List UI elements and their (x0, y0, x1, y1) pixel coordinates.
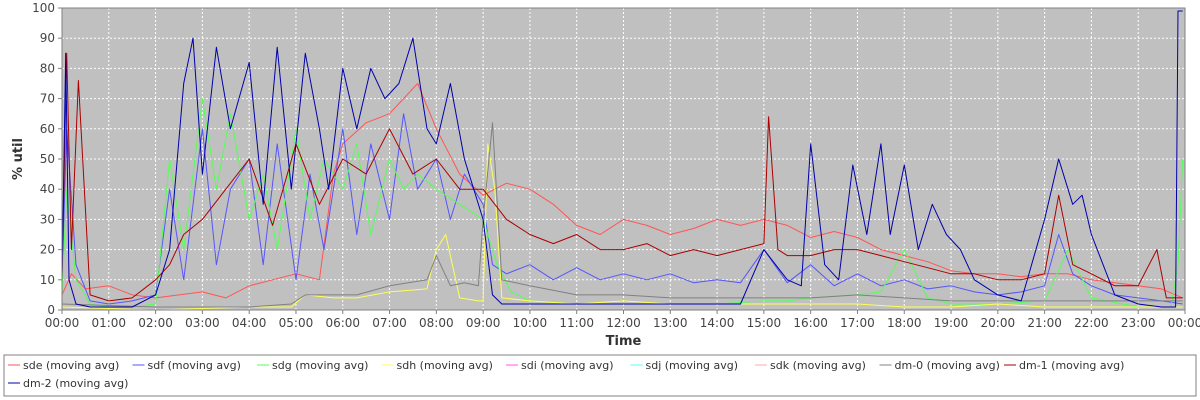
legend-label: dm-0 (moving avg) (895, 359, 1000, 372)
x-axis: 00:00 01:00 02:00 03:00 04:00 05:00 06:00 07:00… (45, 310, 1200, 330)
series-line-3 (61, 143, 1183, 311)
x-tick-label: 11:00 (559, 316, 594, 330)
x-tick-label: 01:00 (91, 316, 126, 330)
x-tick-label: 09:00 (466, 316, 501, 330)
y-tick-label: 30 (40, 212, 55, 226)
x-tick-label: 10:00 (513, 316, 548, 330)
x-tick-label: 07:00 (372, 316, 407, 330)
x-tick-label: 03:00 (185, 316, 220, 330)
y-tick-label: 90 (40, 31, 55, 45)
y-tick-label: 100 (32, 1, 55, 15)
x-tick-label: 04:00 (232, 316, 267, 330)
x-tick-label: 00:00 (45, 316, 80, 330)
y-tick-label: 10 (40, 273, 55, 287)
x-tick-label: 19:00 (934, 316, 969, 330)
x-tick-label: 22:00 (1074, 316, 1109, 330)
y-tick-label: 70 (40, 92, 55, 106)
x-tick-label: 14:00 (700, 316, 735, 330)
series-line-8 (61, 52, 1183, 302)
x-tick-label: 18:00 (887, 316, 922, 330)
legend-label: sde (moving avg) (23, 359, 119, 372)
y-tick-label: 20 (40, 243, 55, 257)
y-tick-label: 60 (40, 122, 55, 136)
x-tick-label: 15:00 (747, 316, 782, 330)
series-line-9 (61, 10, 1183, 308)
plot-area (61, 7, 1186, 311)
y-tick-label: 40 (40, 182, 55, 196)
x-tick-label: 02:00 (138, 316, 173, 330)
legend-label: sdk (moving avg) (770, 359, 866, 372)
x-tick-label: 17:00 (840, 316, 875, 330)
x-tick-label: 20:00 (981, 316, 1016, 330)
x-tick-label: 12:00 (606, 316, 641, 330)
legend-label: sdh (moving avg) (397, 359, 493, 372)
y-tick-label: 0 (47, 303, 55, 317)
legend-label: dm-2 (moving avg) (23, 377, 128, 390)
x-tick-label: 23:00 (1121, 316, 1156, 330)
legend: sde (moving avg) sdf (moving avg) sdg (mov… (3, 354, 1197, 397)
series-line-2 (61, 98, 1184, 308)
series-line-7 (61, 122, 1183, 308)
legend-label: sdg (moving avg) (272, 359, 368, 372)
series-line-0 (61, 83, 1183, 299)
x-tick-label: 08:00 (419, 316, 454, 330)
legend-label: sdf (moving avg) (148, 359, 241, 372)
legend-box (3, 354, 1197, 397)
y-axis: 0 10 20 30 40 50 60 70 80 90 100 (32, 1, 62, 317)
series-line-1 (61, 113, 1183, 305)
legend-label: dm-1 (moving avg) (1019, 359, 1124, 372)
legend-label: sdj (moving avg) (646, 359, 739, 372)
legend-label: sdi (moving avg) (521, 359, 614, 372)
x-tick-label: 05:00 (279, 316, 314, 330)
y-axis-title: % util (11, 138, 26, 180)
y-tick-label: 80 (40, 61, 55, 75)
x-tick-label: 00:00 (1168, 316, 1200, 330)
x-tick-label: 16:00 (793, 316, 828, 330)
y-tick-label: 50 (40, 152, 55, 166)
x-tick-label: 21:00 (1027, 316, 1062, 330)
x-axis-title: Time (606, 334, 642, 349)
legend-items: sde (moving avg) sdf (moving avg) sdg (mov… (8, 359, 1124, 390)
x-tick-label: 06:00 (325, 316, 360, 330)
x-tick-label: 13:00 (653, 316, 688, 330)
